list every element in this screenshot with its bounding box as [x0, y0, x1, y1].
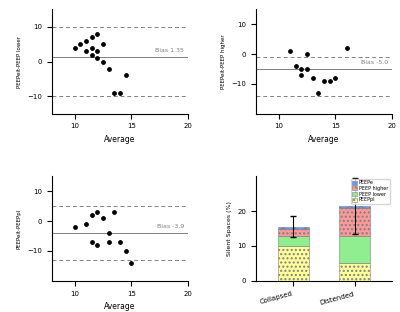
Text: Bias 1.35: Bias 1.35: [155, 48, 184, 53]
Point: [106, 66, 112, 71]
Point: [304, 66, 310, 71]
Y-axis label: PEEPeit-PEEPpl: PEEPeit-PEEPpl: [17, 208, 22, 249]
Point: [128, 261, 134, 266]
Point: [100, 42, 106, 47]
Legend: PEEPe, PEEP higher, PEEP lower, PEEPpl: PEEPe, PEEP higher, PEEP lower, PEEPpl: [351, 179, 390, 204]
Point: [88, 240, 95, 245]
Point: [83, 49, 89, 54]
Point: [111, 210, 118, 215]
Bar: [278, 227, 308, 229]
Point: [344, 46, 350, 51]
Text: Bias -3.9: Bias -3.9: [156, 224, 184, 229]
Point: [310, 76, 316, 80]
Point: [298, 66, 304, 71]
Point: [117, 240, 123, 245]
Point: [94, 49, 100, 54]
Point: [332, 76, 338, 80]
X-axis label: Average: Average: [104, 135, 136, 144]
Point: [94, 210, 100, 215]
Point: [94, 242, 100, 247]
Bar: [278, 246, 308, 281]
Y-axis label: Silent Spaces (%): Silent Spaces (%): [227, 201, 232, 256]
Point: [72, 225, 78, 230]
Point: [315, 90, 322, 95]
Point: [122, 248, 129, 253]
Point: [88, 52, 95, 57]
Point: [100, 59, 106, 64]
Point: [83, 38, 89, 43]
Point: [321, 78, 327, 83]
Point: [287, 49, 293, 54]
Point: [326, 78, 333, 83]
Bar: [340, 206, 370, 208]
Point: [106, 240, 112, 245]
Point: [117, 90, 123, 95]
Bar: [340, 236, 370, 263]
Bar: [340, 263, 370, 281]
Point: [111, 90, 118, 95]
Point: [83, 222, 89, 227]
Point: [72, 45, 78, 50]
X-axis label: Average: Average: [104, 302, 136, 311]
Point: [292, 64, 299, 69]
Point: [88, 35, 95, 40]
Point: [94, 31, 100, 36]
Point: [94, 56, 100, 61]
X-axis label: Average: Average: [308, 135, 340, 144]
Point: [77, 42, 84, 47]
Bar: [278, 236, 308, 246]
Bar: [278, 229, 308, 236]
Y-axis label: PEEPeit-PEEP higher: PEEPeit-PEEP higher: [221, 34, 226, 89]
Text: Bias -5.0: Bias -5.0: [361, 60, 388, 65]
Point: [106, 231, 112, 236]
Point: [304, 51, 310, 56]
Point: [122, 73, 129, 78]
Point: [88, 213, 95, 218]
Y-axis label: PEEPeit-PEEP lower: PEEPeit-PEEP lower: [17, 36, 22, 88]
Point: [100, 216, 106, 221]
Point: [88, 45, 95, 50]
Bar: [340, 208, 370, 236]
Point: [298, 72, 304, 77]
